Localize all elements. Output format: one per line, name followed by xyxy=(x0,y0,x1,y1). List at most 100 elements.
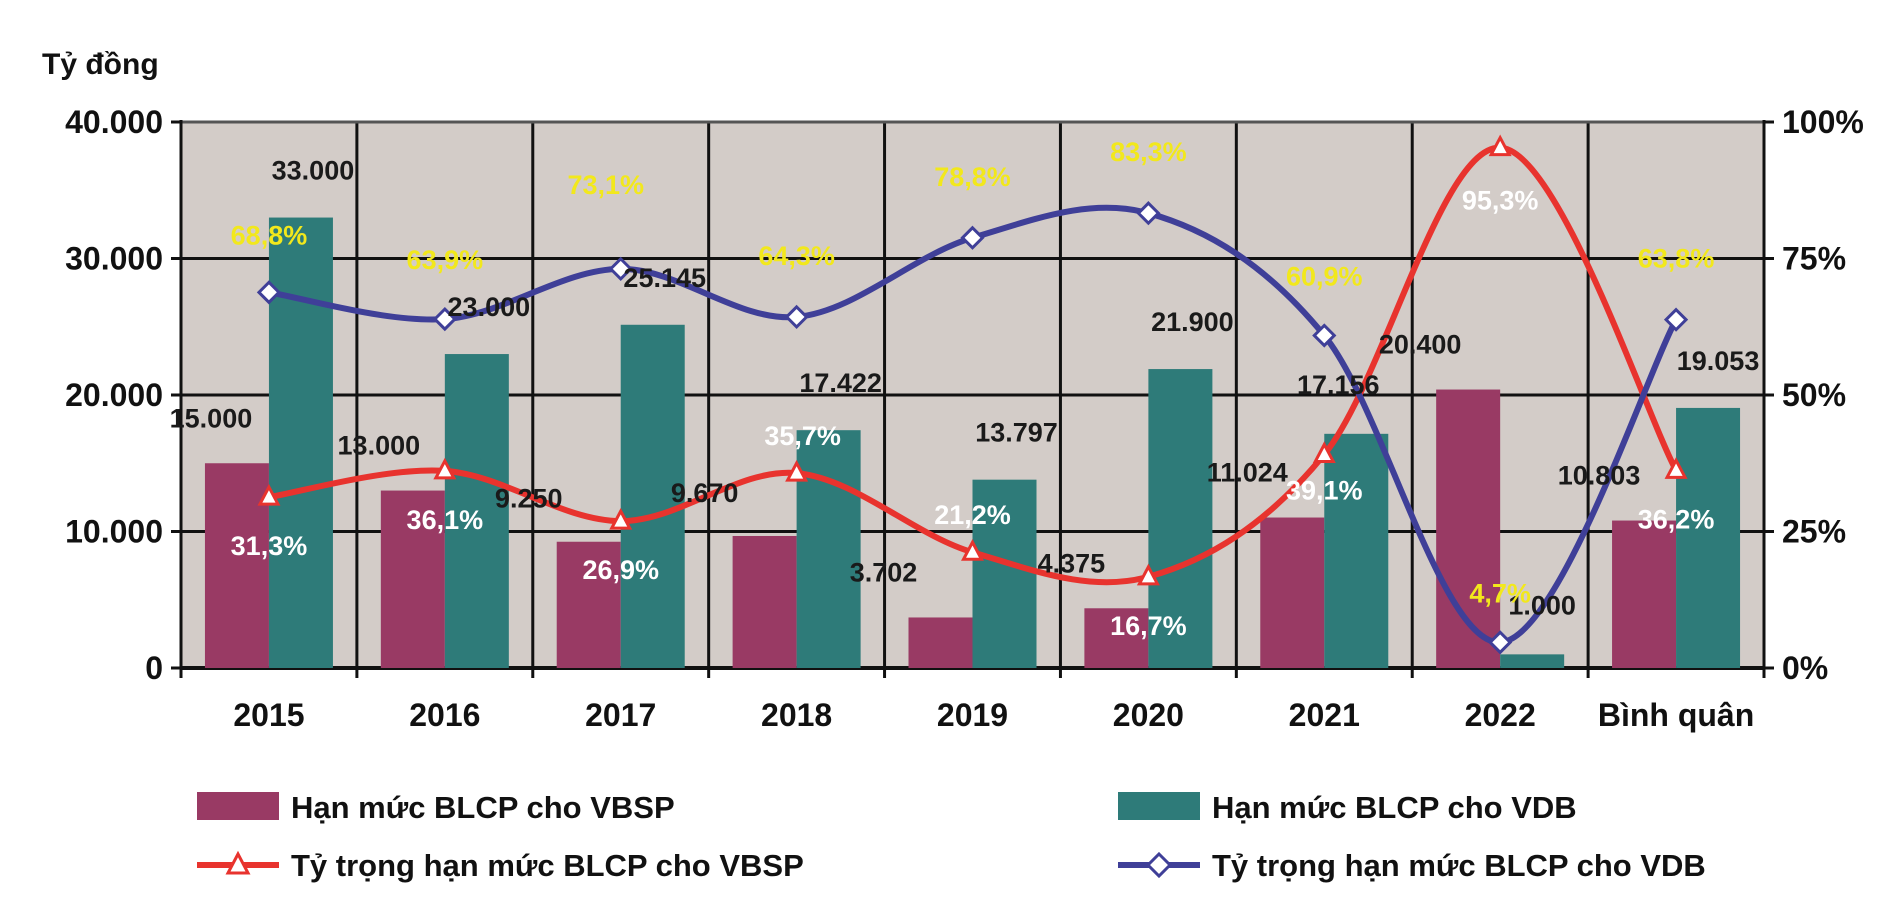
pct-label-vbsp: 21,2% xyxy=(934,500,1011,530)
legend-item: Tỷ trọng hạn mức BLCP cho VBSP xyxy=(197,848,804,883)
bar-label-vdb: 1.000 xyxy=(1508,590,1576,620)
x-tick-label: 2019 xyxy=(937,697,1008,733)
legend-swatch-vdb xyxy=(1118,792,1200,820)
legend-label: Tỷ trọng hạn mức BLCP cho VDB xyxy=(1212,848,1706,883)
bar-vbsp xyxy=(204,463,269,668)
marker-diamond xyxy=(608,256,633,281)
bar-label-vdb: 17.422 xyxy=(799,368,882,398)
legend: Hạn mức BLCP cho VBSP Hạn mức BLCP cho VD… xyxy=(197,790,1706,883)
marker-diamond xyxy=(256,280,282,305)
y2-tick-label: 50% xyxy=(1782,377,1846,413)
bar-vdb xyxy=(620,324,685,668)
marker-triangle xyxy=(609,507,633,530)
pct-label-vdb: 4,7% xyxy=(1469,578,1531,608)
marker-triangle xyxy=(1664,457,1688,479)
pct-label-vbsp: 35,7% xyxy=(764,421,841,451)
x-tick-label: 2017 xyxy=(585,697,656,733)
bar-vdb xyxy=(1324,433,1389,668)
y-tick-label: 0 xyxy=(145,650,163,686)
pct-label-vdb: 78,8% xyxy=(934,162,1011,192)
bar-label-vbsp: 10.803 xyxy=(1558,461,1641,491)
x-tick-label: 2020 xyxy=(1113,697,1184,733)
bar-vbsp xyxy=(908,617,973,668)
y-tick-label: 20.000 xyxy=(65,377,163,413)
y-axis-unit-label: Tỷ đồng xyxy=(42,48,159,81)
y-tick-label: 40.000 xyxy=(65,104,163,140)
y-tick-label: 30.000 xyxy=(65,241,163,277)
marker-triangle xyxy=(1312,441,1336,464)
bar-label-vdb: 21.900 xyxy=(1151,307,1234,337)
pct-label-vbsp: 39,1% xyxy=(1286,476,1363,506)
legend-label: Hạn mức BLCP cho VDB xyxy=(1212,790,1577,825)
marker-diamond xyxy=(960,225,985,250)
marker-diamond xyxy=(1488,630,1513,655)
y2-tick-label: 25% xyxy=(1782,514,1846,550)
legend-marker-triangle xyxy=(225,850,251,875)
data-labels: 15.000 13.000 9.250 9.670 3.702 4.375 11.024 20… xyxy=(170,137,1760,641)
marker-triangle xyxy=(785,459,809,482)
legend-item: Hạn mức BLCP cho VDB xyxy=(1118,790,1577,825)
bar-vdb xyxy=(972,479,1037,668)
bar-label-vdb: 25.145 xyxy=(623,263,706,293)
marker-triangle xyxy=(1488,134,1512,157)
bar-vdb xyxy=(1500,654,1565,668)
x-tick-label: 2022 xyxy=(1465,697,1536,733)
bar-label-vdb: 13.797 xyxy=(975,418,1058,448)
bar-vdb xyxy=(796,430,861,668)
pct-label-vdb: 60,9% xyxy=(1286,261,1363,291)
marker-triangle xyxy=(961,539,984,561)
bar-vdb xyxy=(1148,369,1213,668)
pct-label-vbsp: 26,9% xyxy=(582,555,659,585)
bar-vdb xyxy=(444,354,509,668)
pct-label-vdb: 63,9% xyxy=(407,245,484,275)
bar-label-vdb: 23.000 xyxy=(448,292,531,322)
marker-triangle xyxy=(257,483,281,506)
marker-diamond xyxy=(1312,323,1337,348)
bar-label-vbsp: 20.400 xyxy=(1379,330,1462,360)
marker-diamond xyxy=(1663,307,1689,332)
pct-label-vdb: 73,1% xyxy=(567,170,644,200)
y2-tick-label: 75% xyxy=(1782,241,1846,277)
bar-vbsp xyxy=(380,490,445,668)
bar-label-vbsp: 9.670 xyxy=(671,478,739,508)
y2-tick-label: 0% xyxy=(1782,650,1828,686)
legend-item: Tỷ trọng hạn mức BLCP cho VDB xyxy=(1118,848,1706,883)
bar-label-vbsp: 9.250 xyxy=(495,484,563,514)
bar-vbsp xyxy=(1612,520,1677,668)
pct-label-vbsp: 36,2% xyxy=(1638,504,1715,534)
bar-label-vbsp: 11.024 xyxy=(1207,458,1288,488)
legend-label: Tỷ trọng hạn mức BLCP cho VBSP xyxy=(291,848,804,883)
pct-label-vbsp: 36,1% xyxy=(407,505,484,535)
pct-label-vbsp: 16,7% xyxy=(1110,611,1187,641)
y-tick-label: 10.000 xyxy=(65,514,163,550)
x-tick-label: 2015 xyxy=(233,697,304,733)
legend-marker-diamond xyxy=(1145,851,1173,879)
bars xyxy=(204,217,1741,669)
marker-triangle xyxy=(1136,563,1160,586)
marker-diamond xyxy=(432,306,457,332)
bar-label-vdb: 19.053 xyxy=(1677,346,1760,376)
pct-label-vdb: 68,8% xyxy=(231,220,308,250)
bar-label-vbsp: 3.702 xyxy=(850,557,918,587)
legend-swatch-vbsp xyxy=(197,792,279,820)
bar-label-vdb: 17.156 xyxy=(1297,370,1380,400)
x-tick-label: Bình quân xyxy=(1598,697,1754,733)
axes: 0 10.000 20.000 30.000 40.000 0% 25% 50% 75% 100%… xyxy=(42,48,1864,733)
pct-label-vdb: 83,3% xyxy=(1110,137,1187,167)
legend-item: Hạn mức BLCP cho VBSP xyxy=(197,790,675,825)
bar-vbsp xyxy=(556,541,621,668)
bar-vbsp xyxy=(732,536,797,668)
legend-label: Hạn mức BLCP cho VBSP xyxy=(291,790,675,825)
pct-label-vdb: 63,8% xyxy=(1638,244,1715,274)
marker-diamond xyxy=(1136,201,1161,226)
x-tick-label: 2018 xyxy=(761,697,832,733)
pct-label-vbsp: 31,3% xyxy=(231,531,308,561)
pct-label-vdb: 64,3% xyxy=(758,241,835,271)
bar-vbsp xyxy=(1084,608,1149,668)
bar-label-vbsp: 13.000 xyxy=(338,431,421,461)
bar-vbsp xyxy=(1260,517,1325,668)
bar-label-vdb: 33.000 xyxy=(272,156,355,186)
pct-label-vbsp: 95,3% xyxy=(1462,186,1539,216)
y2-tick-label: 100% xyxy=(1782,104,1864,140)
